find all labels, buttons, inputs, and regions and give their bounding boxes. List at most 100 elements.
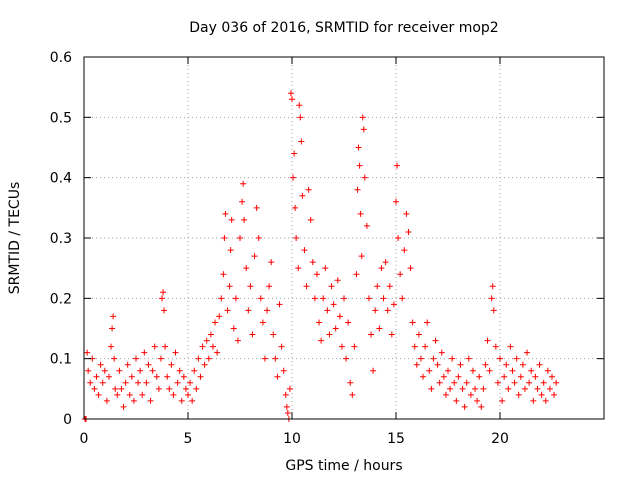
data-point xyxy=(168,361,175,368)
data-point xyxy=(336,313,343,320)
data-point xyxy=(405,228,412,235)
data-point xyxy=(530,397,537,404)
data-point xyxy=(128,373,135,380)
data-point xyxy=(212,319,219,326)
x-tick-label: 10 xyxy=(283,431,301,447)
data-point xyxy=(492,343,499,350)
data-point xyxy=(357,210,364,217)
data-point xyxy=(399,295,406,302)
data-point xyxy=(286,385,293,392)
data-point xyxy=(353,271,360,278)
data-point xyxy=(84,349,91,356)
data-point xyxy=(359,114,366,121)
data-point xyxy=(160,289,167,296)
data-point xyxy=(293,235,300,241)
data-point xyxy=(112,385,119,392)
y-axis-label: SRMTID / TECUs xyxy=(7,182,23,295)
data-point xyxy=(542,397,549,404)
y-tick-label: 0.3 xyxy=(50,231,72,247)
data-point xyxy=(237,235,243,241)
data-point xyxy=(114,391,121,398)
y-tick-labels: 0 0.1 0.2 0.3 0.4 0.5 0.6 xyxy=(50,50,72,428)
data-point xyxy=(363,222,370,229)
data-point xyxy=(546,385,553,392)
data-point xyxy=(332,325,339,332)
data-point xyxy=(401,247,408,254)
data-point xyxy=(307,216,314,223)
data-point xyxy=(303,283,310,290)
data-point xyxy=(209,343,216,350)
data-point xyxy=(351,343,358,350)
data-point xyxy=(374,283,381,290)
data-point xyxy=(170,391,177,398)
data-point xyxy=(328,283,335,290)
data-point xyxy=(393,198,399,205)
data-point xyxy=(161,307,168,314)
data-point xyxy=(110,313,117,320)
data-point xyxy=(201,361,208,368)
data-point xyxy=(164,373,171,380)
data-point xyxy=(361,174,368,181)
data-point xyxy=(124,361,131,368)
data-point xyxy=(266,283,273,290)
data-point xyxy=(338,343,345,350)
data-point xyxy=(298,138,305,145)
data-point xyxy=(85,367,92,374)
data-point xyxy=(320,295,327,302)
data-point xyxy=(524,349,531,356)
data-point xyxy=(147,397,154,404)
data-point xyxy=(432,337,439,344)
data-point xyxy=(268,259,275,266)
data-point xyxy=(490,307,497,314)
data-point xyxy=(101,367,108,374)
data-point xyxy=(324,307,331,314)
data-point xyxy=(521,385,528,392)
data-point xyxy=(259,319,266,326)
data-points xyxy=(82,90,560,422)
data-point xyxy=(139,391,146,398)
data-point xyxy=(426,367,433,374)
data-point xyxy=(189,397,196,404)
data-point xyxy=(553,379,560,386)
data-point xyxy=(97,361,104,368)
data-point xyxy=(145,361,152,368)
data-point xyxy=(276,301,283,308)
data-point xyxy=(358,253,365,260)
data-point xyxy=(345,319,352,326)
data-point xyxy=(105,373,112,380)
data-point xyxy=(301,247,308,254)
data-point xyxy=(411,343,418,350)
data-point xyxy=(187,379,194,386)
y-tick-label: 0.1 xyxy=(50,352,72,368)
data-point xyxy=(255,235,262,241)
data-point xyxy=(409,319,416,326)
x-axis-label: GPS time / hours xyxy=(285,458,402,474)
data-point xyxy=(292,204,299,211)
data-point xyxy=(519,361,526,368)
data-point xyxy=(297,114,304,121)
data-point xyxy=(218,295,225,302)
data-point xyxy=(227,247,234,254)
data-point xyxy=(99,379,106,386)
data-point xyxy=(226,283,233,290)
data-point xyxy=(368,331,375,338)
data-point xyxy=(103,397,110,404)
data-point xyxy=(87,379,94,386)
data-point xyxy=(284,409,291,416)
data-point xyxy=(360,126,367,133)
data-point xyxy=(430,355,437,362)
data-point xyxy=(534,385,541,392)
data-point xyxy=(185,391,191,398)
data-point xyxy=(434,361,441,368)
data-point xyxy=(472,385,479,392)
data-point xyxy=(511,379,518,386)
data-point xyxy=(390,301,397,308)
y-tick-label: 0.6 xyxy=(50,50,72,66)
data-point xyxy=(93,373,100,380)
data-point xyxy=(191,367,198,374)
data-point xyxy=(467,391,474,398)
data-point xyxy=(232,295,239,302)
axis-ticks xyxy=(83,56,604,420)
data-point xyxy=(309,259,316,266)
data-point xyxy=(532,373,539,380)
